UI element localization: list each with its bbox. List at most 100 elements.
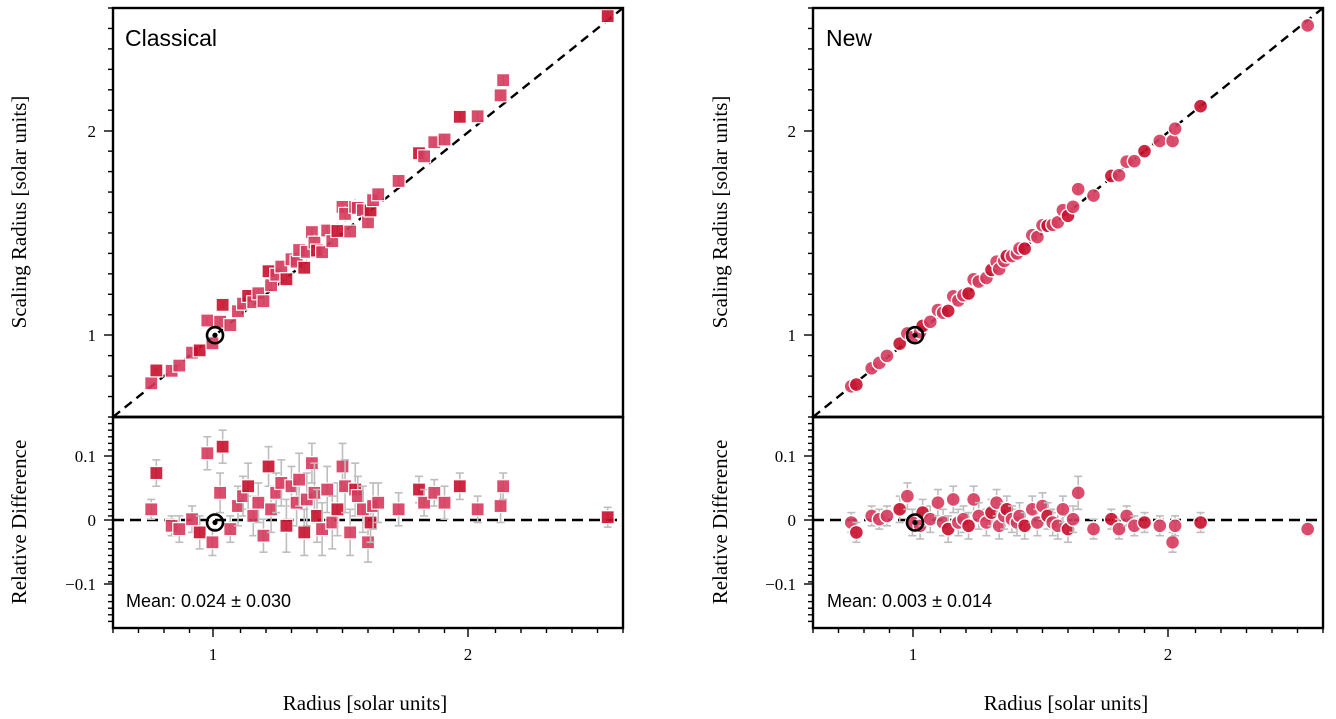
data-point (1111, 167, 1127, 183)
sun-reference-dot (212, 519, 218, 526)
y-axis-label-bottom: Relative Difference (708, 440, 732, 605)
data-point (1192, 98, 1209, 114)
data-point (1152, 133, 1168, 149)
y-tick-label: 2 (788, 122, 797, 141)
data-point (922, 314, 938, 330)
data-point (1070, 485, 1086, 501)
data-point (940, 303, 956, 319)
data-point (149, 465, 164, 481)
top-plot-area: Classical 1 2 Scaling Radius [solar unit… (7, 6, 625, 419)
y-tick-label: 1 (788, 326, 797, 345)
data-point (192, 525, 207, 540)
data-point (192, 343, 207, 358)
data-point (930, 495, 946, 511)
data-point (371, 495, 386, 510)
data-point (437, 132, 452, 147)
data-point (1065, 199, 1081, 215)
data-point (144, 502, 159, 517)
bottom-plot-area: Mean: 0.003 ± 0.014 0.1 0 −0.1 Relative … (708, 415, 1325, 715)
data-point (297, 525, 312, 540)
classical-panel: Classical 1 2 Scaling Radius [solar unit… (7, 6, 625, 715)
data-point (215, 439, 230, 454)
data-point (1065, 511, 1081, 527)
relative-difference-points (144, 429, 615, 563)
data-point (172, 521, 187, 537)
y-tick-label: 2 (88, 122, 97, 141)
minor-ticks (108, 7, 624, 633)
data-point (892, 335, 908, 352)
data-point (251, 495, 266, 510)
data-point (213, 485, 228, 500)
data-point (1167, 518, 1183, 534)
data-point (1164, 534, 1181, 550)
data-point (391, 502, 406, 517)
scaling-radius-points (843, 17, 1316, 395)
y-axis-label-bottom: Relative Difference (7, 440, 31, 605)
data-point (320, 482, 335, 497)
sun-reference-ring (205, 325, 225, 345)
y-tick-label: −0.1 (765, 575, 796, 594)
x-tick-label: 2 (464, 645, 473, 664)
data-point (1136, 143, 1153, 159)
data-point (600, 9, 615, 24)
data-point (1070, 181, 1086, 197)
data-point (330, 502, 345, 517)
data-point (493, 88, 508, 103)
data-point (496, 479, 511, 494)
data-point (417, 149, 432, 164)
x-tick-label: 2 (1164, 645, 1173, 664)
data-point (848, 376, 865, 393)
minor-ticks (808, 7, 1324, 633)
data-point (1111, 521, 1127, 537)
data-point (493, 498, 508, 514)
x-tick-label: 1 (909, 645, 918, 664)
data-point (315, 245, 330, 260)
data-point (149, 363, 164, 378)
data-point (452, 479, 467, 494)
data-point (470, 109, 485, 124)
data-point (184, 512, 200, 527)
data-point (330, 223, 345, 239)
bottom-plot-area: Mean: 0.024 ± 0.030 0.1 0 −0.1 Relative … (7, 415, 625, 715)
data-point (1055, 501, 1071, 518)
panel-title: Classical (125, 25, 217, 51)
y-tick-label: −0.1 (65, 575, 96, 594)
y-tick-label: 0 (788, 511, 797, 530)
y-axis-label-top: Scaling Radius [solar units] (708, 96, 732, 329)
data-point (256, 528, 271, 543)
panel-title: New (826, 25, 872, 51)
data-point (256, 294, 271, 309)
data-point (205, 535, 220, 550)
data-point (899, 488, 916, 504)
scaling-radius-points (144, 9, 615, 391)
y-tick-label: 0.1 (775, 447, 796, 466)
data-point (371, 187, 386, 202)
data-point (1152, 518, 1168, 534)
top-plot-area: New 1 2 Scaling Radius [solar units] (708, 6, 1325, 419)
data-point (307, 485, 322, 500)
data-point (848, 524, 865, 541)
data-point (922, 511, 938, 527)
data-point (1016, 241, 1033, 257)
data-point (1085, 187, 1102, 204)
data-point (292, 472, 307, 487)
y-tick-label: 0.1 (75, 447, 96, 466)
data-point (200, 313, 215, 328)
data-point (279, 518, 294, 533)
data-point (879, 348, 895, 364)
data-point (343, 525, 358, 540)
x-axis-label: Radius [solar units] (984, 691, 1148, 715)
y-tick-label: 0 (88, 511, 97, 530)
x-tick-label: 1 (209, 645, 218, 664)
sun-reference-ring (905, 513, 925, 532)
data-point (297, 260, 312, 275)
data-point (437, 495, 452, 510)
sun-reference-ring (905, 325, 925, 345)
y-tick-label: 1 (88, 326, 97, 345)
data-point (1299, 521, 1316, 537)
data-point (391, 173, 406, 189)
data-point (960, 285, 977, 302)
data-point (223, 521, 238, 537)
data-point (223, 317, 238, 333)
